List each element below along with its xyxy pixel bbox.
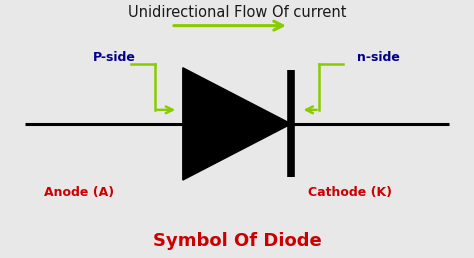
Text: n-side: n-side	[357, 51, 400, 64]
Text: P-side: P-side	[93, 51, 136, 64]
Polygon shape	[183, 68, 291, 180]
Text: Symbol Of Diode: Symbol Of Diode	[153, 232, 321, 250]
Text: Cathode (K): Cathode (K)	[308, 186, 392, 199]
Text: Anode (A): Anode (A)	[44, 186, 114, 199]
Text: Unidirectional Flow Of current: Unidirectional Flow Of current	[128, 5, 346, 20]
